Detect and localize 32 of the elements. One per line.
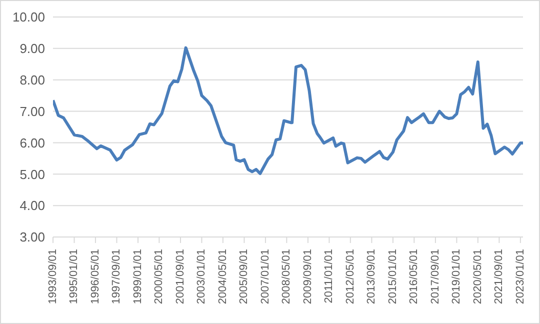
x-tick-label: 2011/01/01: [323, 249, 336, 304]
x-tick-label: 2001/09/01: [174, 249, 186, 304]
x-tick-label: 1993/09/01: [47, 249, 59, 304]
x-tick-label: 2000/05/01: [153, 249, 166, 304]
x-tick-label: 2017/09/01: [429, 249, 442, 304]
y-tick-label: 9.00: [20, 41, 45, 56]
y-tick-label: 10.00: [12, 10, 45, 25]
y-tick-label: 4.00: [20, 198, 45, 214]
x-tick-label: 2009/09/01: [302, 249, 314, 304]
x-tick-label: 1997/09/01: [110, 249, 123, 304]
y-tick-label: 8.00: [20, 72, 45, 88]
line-series: [53, 46, 523, 176]
x-tick-label: 2007/01/01: [259, 249, 272, 304]
x-tick-label: 2015/01/01: [386, 249, 399, 304]
y-tick-label: 5.00: [20, 166, 45, 182]
x-tick-label: 2023/01/01: [514, 249, 526, 304]
y-tick-label: 7.00: [20, 104, 45, 119]
x-tick-label: 2021/09/01: [493, 249, 506, 304]
x-tick-label: 2016/05/01: [408, 249, 420, 304]
x-tick-label: 1996/05/01: [89, 249, 102, 304]
y-tick-label: 3.00: [20, 230, 45, 245]
x-tick-label: 2003/01/01: [196, 249, 208, 304]
x-tick-label: 2020/05/01: [472, 249, 484, 304]
x-tick-label: 1995/01/01: [68, 249, 80, 304]
x-tick-label: 2005/09/01: [238, 249, 250, 304]
x-tick-label: 2008/05/01: [280, 249, 293, 304]
x-tick-label: 2012/05/01: [344, 249, 356, 304]
y-tick-label: 6.00: [20, 135, 45, 150]
x-tick-label: 2004/05/01: [216, 249, 229, 304]
x-tick-label: 2019/01/01: [450, 249, 463, 304]
x-tick-label: 1999/01/01: [132, 249, 144, 304]
x-tick-label: 2013/09/01: [366, 249, 378, 304]
